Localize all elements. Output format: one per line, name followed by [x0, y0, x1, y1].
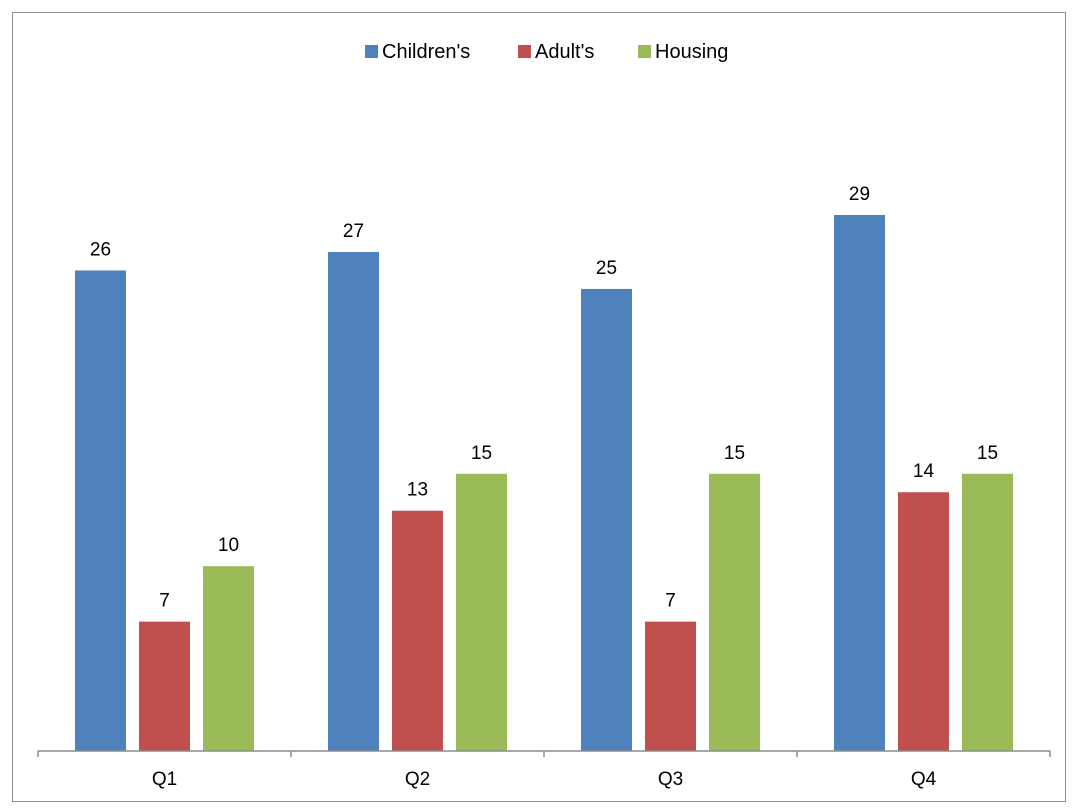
bar-childrens-q3 — [581, 288, 632, 751]
bar-adults-q2 — [392, 510, 443, 751]
bar-childrens-q4 — [834, 215, 885, 751]
data-label-adults-q2: 13 — [407, 480, 428, 501]
data-label-housing-q1: 10 — [218, 535, 239, 556]
bars-group — [75, 215, 1013, 751]
data-labels-group: 26 7 10 27 13 15 25 7 15 29 14 15 — [90, 184, 998, 612]
legend-swatch-childrens — [365, 45, 378, 58]
bar-childrens-q1 — [75, 270, 126, 751]
data-label-housing-q3: 15 — [724, 443, 745, 464]
bar-housing-q4 — [962, 473, 1013, 751]
bar-housing-q3 — [709, 473, 760, 751]
data-label-housing-q4: 15 — [977, 443, 998, 464]
x-tick-label-q4: Q4 — [911, 769, 937, 790]
legend-swatch-adults — [518, 45, 531, 58]
x-tick-label-q3: Q3 — [658, 769, 683, 790]
bar-adults-q3 — [645, 621, 696, 751]
x-tick-label-q1: Q1 — [152, 769, 177, 790]
data-label-adults-q1: 7 — [159, 591, 170, 612]
data-label-childrens-q1: 26 — [90, 239, 111, 260]
legend-label-adults: Adult's — [535, 41, 594, 63]
bar-childrens-q2 — [328, 251, 379, 751]
x-tick-label-q2: Q2 — [405, 769, 430, 790]
legend-label-housing: Housing — [655, 41, 728, 63]
legend-label-childrens: Children's — [382, 41, 470, 63]
data-label-housing-q2: 15 — [471, 443, 492, 464]
bar-housing-q2 — [456, 473, 507, 751]
x-axis-ticks — [37, 751, 1051, 757]
data-label-childrens-q2: 27 — [343, 221, 364, 242]
bar-adults-q4 — [898, 492, 949, 751]
data-label-childrens-q3: 25 — [596, 258, 617, 279]
legend-swatch-housing — [638, 45, 651, 58]
data-label-childrens-q4: 29 — [849, 184, 870, 205]
data-label-adults-q4: 14 — [913, 461, 935, 482]
data-label-adults-q3: 7 — [665, 591, 676, 612]
x-tick-labels: Q1 Q2 Q3 Q4 — [152, 769, 937, 790]
bar-housing-q1 — [203, 566, 254, 751]
legend: Children's Adult's Housing — [365, 41, 728, 63]
bar-adults-q1 — [139, 621, 190, 751]
